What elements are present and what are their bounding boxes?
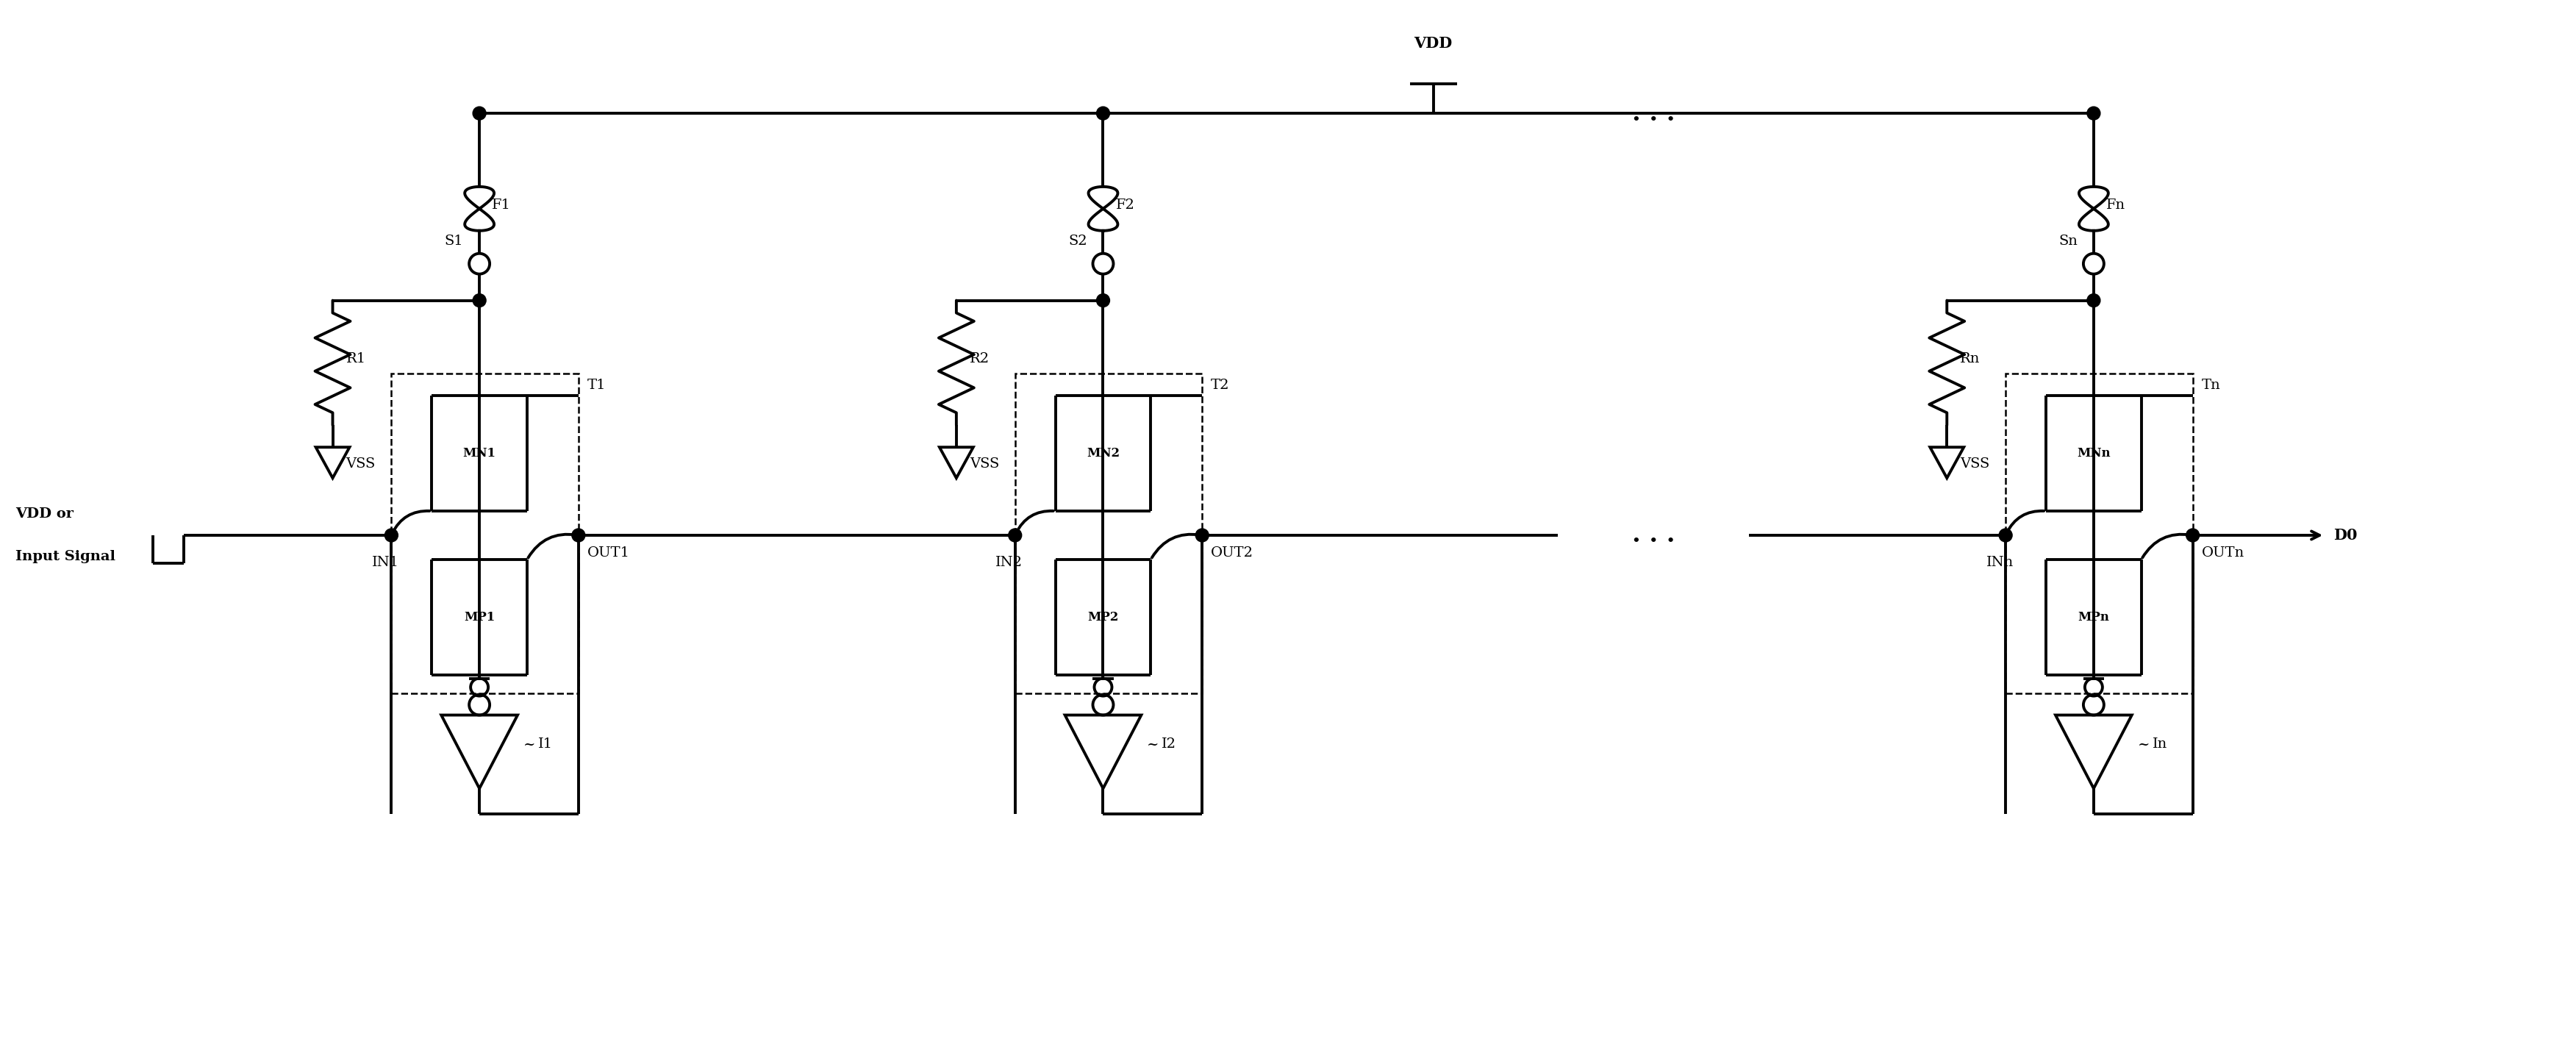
Text: MN2: MN2 [1087, 447, 1121, 459]
Text: OUTn: OUTn [2200, 546, 2244, 559]
Text: Fn: Fn [2105, 198, 2125, 211]
Text: ~: ~ [1146, 737, 1159, 751]
Text: ~: ~ [523, 737, 536, 751]
Text: F1: F1 [492, 198, 510, 211]
Text: Input Signal: Input Signal [15, 550, 116, 563]
Circle shape [572, 528, 585, 542]
Circle shape [1007, 528, 1020, 542]
Circle shape [471, 107, 487, 120]
Text: In: In [2151, 737, 2166, 751]
Text: Tn: Tn [2200, 379, 2221, 393]
Text: MP2: MP2 [1087, 611, 1118, 624]
Text: IN1: IN1 [371, 556, 399, 569]
Circle shape [1097, 294, 1110, 307]
Circle shape [1195, 528, 1208, 542]
Circle shape [2087, 294, 2099, 307]
Circle shape [1999, 528, 2012, 542]
Text: OUT2: OUT2 [1211, 546, 1255, 559]
Text: R2: R2 [969, 352, 989, 366]
Text: . . .: . . . [1631, 523, 1674, 547]
Text: T1: T1 [587, 379, 605, 393]
Text: T2: T2 [1211, 379, 1229, 393]
Text: MP1: MP1 [464, 611, 495, 624]
Text: F2: F2 [1115, 198, 1133, 211]
Text: IN2: IN2 [994, 556, 1023, 569]
Text: I2: I2 [1162, 737, 1177, 751]
Text: VDD or: VDD or [15, 507, 75, 521]
Text: MPn: MPn [2076, 611, 2110, 624]
Text: VSS: VSS [345, 457, 376, 471]
Text: Rn: Rn [1960, 352, 1981, 366]
Text: S1: S1 [443, 234, 464, 247]
Text: ~: ~ [2138, 737, 2148, 751]
Text: OUT1: OUT1 [587, 546, 629, 559]
Text: MNn: MNn [2076, 447, 2110, 459]
Text: VSS: VSS [969, 457, 999, 471]
Text: D0: D0 [2334, 528, 2357, 542]
Text: MN1: MN1 [464, 447, 495, 459]
Circle shape [1097, 107, 1110, 120]
Text: VDD: VDD [1414, 36, 1453, 51]
Circle shape [471, 294, 487, 307]
Text: . . .: . . . [1631, 101, 1674, 125]
Text: R1: R1 [345, 352, 366, 366]
Circle shape [384, 528, 397, 542]
Circle shape [2087, 107, 2099, 120]
Text: Sn: Sn [2058, 234, 2076, 247]
Text: INn: INn [1986, 556, 2012, 569]
Text: S2: S2 [1069, 234, 1087, 247]
Circle shape [2184, 528, 2200, 542]
Text: VSS: VSS [1960, 457, 1989, 471]
Text: I1: I1 [538, 737, 554, 751]
